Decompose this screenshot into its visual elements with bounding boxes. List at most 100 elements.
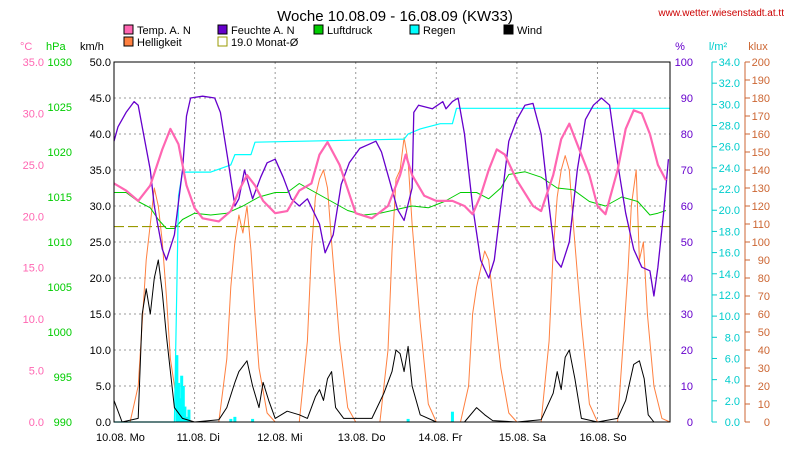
chart-title: Woche 10.08.09 - 16.08.09 (KW33) [277, 8, 513, 25]
tick-label-rain: 16.0 [719, 248, 740, 260]
tick-label-lux: 30 [758, 363, 770, 375]
tick-label-wind: 0.0 [96, 417, 111, 429]
tick-label-lux: 160 [752, 129, 770, 141]
tick-label-press: 1000 [48, 327, 72, 339]
tick-label-rain: 0.0 [725, 417, 740, 429]
axes: 0.05.010.015.020.025.030.035.09909951000… [23, 57, 770, 429]
axis-unit-rain: l/m² [709, 41, 728, 53]
legend-label: 19.0 Monat-Ø [231, 37, 299, 49]
tick-label-hum: 20 [681, 345, 693, 357]
tick-label-lux: 100 [752, 237, 770, 249]
tick-label-lux: 70 [758, 291, 770, 303]
tick-label-lux: 50 [758, 327, 770, 339]
tick-label-wind: 40.0 [90, 129, 111, 141]
rain-bar [406, 418, 410, 422]
tick-label-wind: 10.0 [90, 345, 111, 357]
tick-label-press: 1015 [48, 192, 72, 204]
tick-label-lux: 0 [764, 417, 770, 429]
tick-label-press: 995 [54, 372, 72, 384]
series-layer [113, 95, 670, 423]
tick-label-rain: 6.0 [725, 353, 740, 365]
rain-bars-layer [175, 355, 454, 422]
source-url[interactable]: www.wetter.wiesenstadt.at.tt [657, 8, 784, 19]
legend-label: Feuchte A. N [231, 25, 295, 37]
series-helligkeit [114, 137, 671, 423]
rain-bar [187, 409, 191, 422]
legend-label: Temp. A. N [137, 25, 191, 37]
legend-item-feuchte-a-n: Feuchte A. N [217, 24, 295, 37]
tick-label-lux: 190 [752, 75, 770, 87]
axis-unit-wind: km/h [80, 41, 104, 53]
legend-swatch [217, 36, 228, 47]
tick-label-hum: 60 [681, 201, 693, 213]
tick-label-hum: 10 [681, 381, 693, 393]
tick-label-press: 1025 [48, 102, 72, 114]
rain-bar [251, 418, 255, 422]
legend: Temp. A. N Feuchte A. N Luftdruck Regen Wind… [123, 24, 542, 49]
tick-label-rain: 24.0 [719, 163, 740, 175]
legend-item-19-0-monat: 19.0 Monat-Ø [217, 36, 299, 49]
legend-item-temp-a-n: Temp. A. N [123, 24, 191, 37]
tick-label-lux: 110 [752, 219, 770, 231]
tick-label-lux: 140 [752, 165, 770, 177]
tick-label-lux: 170 [752, 111, 770, 123]
tick-label-temp: 5.0 [29, 366, 44, 378]
rain-bar [233, 416, 237, 422]
tick-label-lux: 40 [758, 345, 770, 357]
rain-bar [450, 411, 454, 422]
x-tick-label: 10.08. Mo [96, 432, 145, 444]
x-tick-label: 15.08. Sa [499, 432, 547, 444]
tick-label-rain: 20.0 [719, 205, 740, 217]
tick-label-temp: 0.0 [29, 417, 44, 429]
tick-label-rain: 18.0 [719, 226, 740, 238]
tick-label-hum: 30 [681, 309, 693, 321]
legend-swatch [503, 24, 514, 35]
rain-bar [181, 386, 185, 422]
tick-label-lux: 180 [752, 93, 770, 105]
grid [114, 62, 670, 422]
series-temp-a-n [113, 109, 667, 223]
legend-swatch [409, 24, 420, 35]
tick-label-lux: 120 [752, 201, 770, 213]
tick-label-wind: 20.0 [90, 273, 111, 285]
legend-swatch [123, 24, 134, 35]
tick-label-wind: 25.0 [90, 237, 111, 249]
rain-bar [229, 418, 233, 422]
tick-label-wind: 15.0 [90, 309, 111, 321]
rain-bar [178, 398, 182, 422]
tick-label-rain: 10.0 [719, 311, 740, 323]
tick-label-wind: 30.0 [90, 201, 111, 213]
tick-label-temp: 35.0 [23, 57, 44, 69]
x-tick-label: 11.08. Di [177, 432, 220, 444]
axis-units: °C hPa km/h% l/m² klux [20, 41, 768, 53]
legend-swatch [313, 24, 324, 35]
tick-label-hum: 0 [687, 417, 693, 429]
tick-label-hum: 100 [675, 57, 693, 69]
tick-label-lux: 130 [752, 183, 770, 195]
tick-label-rain: 14.0 [719, 269, 740, 281]
rain-bar [183, 406, 187, 422]
tick-label-hum: 40 [681, 273, 693, 285]
rain-bar [175, 355, 179, 422]
tick-label-lux: 80 [758, 273, 770, 285]
tick-label-temp: 10.0 [23, 314, 44, 326]
legend-swatch [123, 36, 134, 47]
tick-label-wind: 50.0 [90, 57, 111, 69]
tick-label-wind: 5.0 [96, 381, 111, 393]
tick-label-rain: 22.0 [719, 184, 740, 196]
tick-label-press: 1030 [48, 57, 72, 69]
legend-label: Luftdruck [327, 25, 373, 37]
rain-bar [176, 382, 180, 422]
tick-label-rain: 28.0 [719, 121, 740, 133]
tick-label-lux: 90 [758, 255, 770, 267]
tick-label-temp: 20.0 [23, 211, 44, 223]
tick-label-hum: 50 [681, 237, 693, 249]
tick-label-lux: 10 [758, 399, 770, 411]
legend-item-wind: Wind [503, 24, 542, 37]
tick-label-rain: 32.0 [719, 78, 740, 90]
axis-unit-hum: % [675, 41, 685, 53]
tick-label-lux: 200 [752, 57, 770, 69]
axis-unit-temp: °C [20, 41, 32, 53]
tick-label-hum: 80 [681, 129, 693, 141]
